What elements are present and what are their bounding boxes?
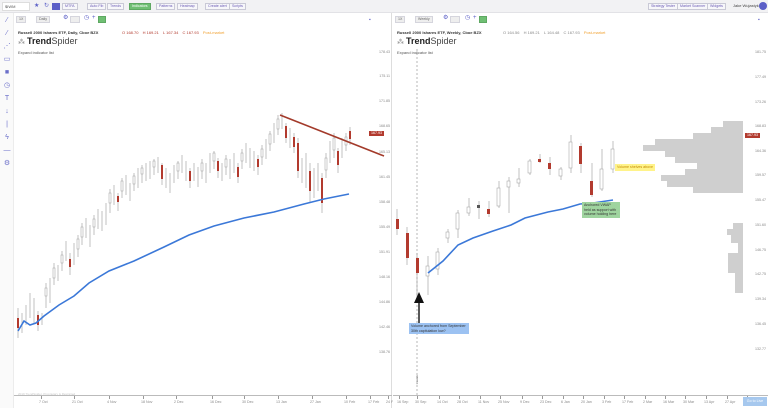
ohlc-values: O 164.56 H 169.21 L 164.48 C 167.93 Post… [503,30,608,35]
clock-icon[interactable]: ◷ [84,15,90,21]
strategy-tester-button[interactable]: Strategy Tester [648,3,679,10]
widgets-button[interactable]: Widgets [707,3,726,10]
time-axis[interactable]: 16 Sep 30 Sep 14 Oct 28 Oct 11 Nov 25 No… [393,395,768,408]
rectangle-icon[interactable]: ▭ [3,56,11,63]
price-axis[interactable]: 181.75 177.49 173.26 168.83 164.36 159.5… [745,50,766,351]
layout-dropdown[interactable]: 1X [16,16,27,23]
horizontal-line-icon[interactable]: — [3,147,11,154]
symbol-input[interactable]: $IWM [2,2,30,11]
indicators-button[interactable]: Indicators [129,3,151,10]
bolt-icon[interactable]: ϟ [5,134,9,141]
trendline-icon[interactable]: ⁄ [6,17,8,24]
close-value: C 167.93 [563,30,580,35]
live-data-toggle[interactable] [479,16,487,23]
daily-candlestick-chart[interactable] [14,13,392,395]
current-price-tag: 167.93 [369,131,384,136]
drawing-mode-toggle[interactable] [450,16,460,23]
annotation-capitulation-note[interactable]: Volume anchored from September 30th capi… [409,323,469,334]
layout-icon[interactable] [52,3,60,10]
annotation-volume-shelves-note[interactable]: Volume shelves above [615,164,655,171]
price-axis[interactable]: 178.43 175.11 171.85 168.65 165.13 161.4… [369,50,390,354]
copyright-watermark: 2019 TrendSpider. Proprietary & Restrict… [18,392,76,396]
low-value: L 164.48 [543,30,560,35]
chart-title: Russell 2000 Ishares ETF, Daily, Cboe BZ… [18,30,99,35]
ray-icon[interactable]: ⁄ [6,30,8,37]
clock-icon[interactable]: ◷ [3,82,11,89]
shape-fill-icon[interactable]: ■ [4,69,10,76]
chart-settings-icon[interactable]: ⚙ [63,15,69,21]
patterns-button[interactable]: Patterns [156,3,176,10]
settings-icon[interactable]: ⚙ [3,160,11,167]
refresh-icon[interactable]: ↻ [44,3,50,9]
vertical-marker-label: 1 week [415,375,419,385]
expand-indicator-list[interactable]: Expand indicator list [397,50,433,55]
interval-dropdown[interactable]: Weekly [415,16,433,23]
drawing-toolbar: ⁄ ⁄ ⋰ ▭ ■ ◷ T ↓ | ϟ — ⚙ [0,13,14,408]
annotation-vwap-note[interactable]: Anchored VWAP held as support with volum… [582,202,620,218]
low-value: L 167.34 [162,30,179,35]
market-session: Post-market [583,30,606,35]
crosshair-icon[interactable]: + [473,15,477,21]
trendspider-logo: ⁂ TrendSpider [18,36,78,46]
fib-icon[interactable]: ⋰ [3,43,11,50]
trendspider-logo: ⁂ TrendSpider [397,36,457,46]
market-scanner-button[interactable]: Market Scanner [677,3,709,10]
close-value: C 167.93 [182,30,199,35]
mtfa-button[interactable]: MTFA [62,3,78,10]
expand-indicator-list[interactable]: Expand indicator list [18,50,54,55]
weekly-candlestick-chart[interactable] [393,13,768,395]
pane-maximize-icon[interactable]: ▪ [758,17,760,23]
auto-fib-button[interactable]: Auto Fib [87,3,107,10]
weekly-chart-pane[interactable]: 1X Weekly ⚙ ◷ + ▪ Russell 2000 Ishares E… [393,13,768,408]
vertical-line-icon[interactable]: | [6,121,8,128]
heatmap-button[interactable]: Heatmap [177,3,198,10]
interval-dropdown[interactable]: Daily [36,16,50,23]
chart-title: Russell 2000 Ishares ETF, Weekly, Cboe B… [397,30,482,35]
ohlc-values: O 168.70 H 169.21 L 167.34 C 167.93 Post… [122,30,227,35]
current-price-tag: 167.93 [745,133,760,138]
high-value: H 169.21 [142,30,159,35]
top-toolbar: $IWM ★ ↻ MTFA Auto Fib Trends Indicators… [0,0,768,13]
star-icon[interactable]: ★ [34,3,40,9]
high-value: H 169.21 [523,30,540,35]
arrow-down-icon[interactable]: ↓ [5,108,9,115]
spider-logo-icon: ⁂ [397,39,404,46]
clock-icon[interactable]: ◷ [465,15,471,21]
daily-chart-pane[interactable]: 1X Daily ⚙ ◷ + ▪ Russell 2000 Ishares ET… [14,13,397,408]
market-session: Post-market [202,30,225,35]
volume-profile [643,121,743,293]
layout-dropdown[interactable]: 1X [395,16,406,23]
user-name[interactable]: Jake Wujastyk [733,3,759,8]
user-avatar-icon[interactable] [759,2,767,10]
chart-settings-icon[interactable]: ⚙ [443,15,449,21]
create-alert-button[interactable]: Create alert [205,3,230,10]
text-icon[interactable]: T [4,95,10,102]
open-value: O 168.70 [122,30,139,35]
trends-button[interactable]: Trends [107,3,125,10]
spider-logo-icon: ⁂ [18,39,25,46]
live-data-toggle[interactable] [98,16,106,23]
open-value: O 164.56 [503,30,520,35]
time-axis[interactable]: 7 Oct 21 Oct 4 Nov 18 Nov 2 Dec 16 Dec 3… [14,395,397,408]
scripts-button[interactable]: Scripts [229,3,246,10]
pane-maximize-icon[interactable]: ▪ [369,17,371,23]
go-to-live-button[interactable]: Go to Live [743,397,767,406]
crosshair-icon[interactable]: + [92,15,96,21]
drawing-mode-toggle[interactable] [70,16,80,23]
